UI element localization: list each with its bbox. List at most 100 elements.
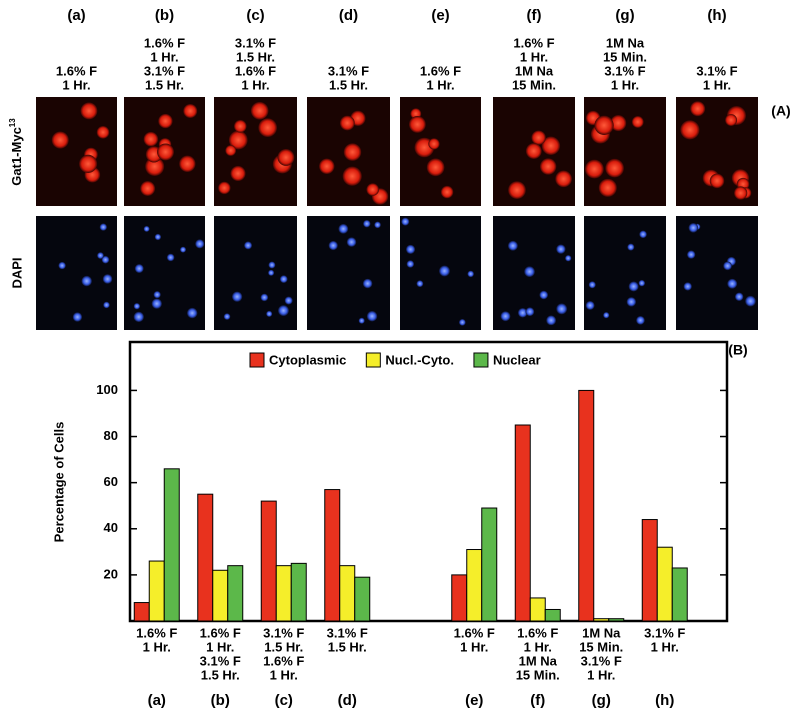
condition-label: 1 Hr. [426,77,454,92]
cell [406,260,415,268]
cell [97,252,104,259]
x-condition-label: 1.6% F [454,625,495,640]
x-condition-label: 1.6% F [136,625,177,640]
cell [546,315,557,326]
bar [212,569,229,622]
x-category-letter: (g) [592,692,611,709]
x-condition-label: 15 Min. [516,667,560,682]
condition-label: 1M Na [515,63,554,78]
cell [363,219,371,228]
legend-label: Nuclear [493,352,541,367]
cell [358,317,365,324]
cell [228,130,248,150]
y-axis-label: Percentage of Cells [51,422,66,543]
cell [158,113,173,129]
panel-label: (A) [771,103,790,119]
condition-label: 15 Min. [512,77,556,92]
cell [96,125,110,139]
cell [266,310,273,317]
cell [585,300,595,310]
bar [324,489,341,622]
x-category-letter: (b) [211,692,230,709]
micrograph [584,216,666,330]
cell [598,178,617,197]
condition-label: 1 Hr. [62,77,90,92]
y-tick-label: 100 [96,382,118,397]
x-category-letter: (a) [148,692,166,709]
bar [197,493,214,622]
cell [458,318,466,326]
cell [151,298,162,309]
column-letter: (h) [707,7,726,24]
cell [58,261,66,270]
cell [555,170,572,188]
cell [99,223,108,231]
cell [374,221,381,229]
micrograph [36,216,117,330]
row-name: Gat1-Myc [9,127,24,186]
bar [466,549,483,622]
bar [260,500,277,622]
cell [250,101,269,120]
x-condition-label: 15 Min. [579,639,623,654]
cell [539,290,549,300]
cell [277,305,289,317]
column-letter: (c) [246,7,264,24]
cell [260,293,269,302]
row-label: Gat1-Myc13 [8,118,24,186]
bar [514,424,531,622]
bar [529,597,546,622]
cell [80,102,98,120]
cell [183,103,198,119]
bar [671,567,688,622]
cell [346,237,357,247]
x-condition-label: 3.1% F [644,625,685,640]
x-condition-label: 1 Hr. [206,639,234,654]
cell [594,115,614,135]
cell [525,143,542,159]
cell [507,240,518,251]
condition-label: 1.6% F [56,63,97,78]
x-category-letter: (e) [465,692,483,709]
bar [481,507,498,622]
cell [556,244,566,254]
bar [163,468,180,622]
condition-label: 1M Na [606,35,645,50]
cell [230,165,246,182]
x-condition-label: 3.1% F [581,653,622,668]
cell [157,143,175,161]
cell [81,275,92,287]
cell [426,158,445,177]
condition-label: 1.5 Hr. [236,49,275,64]
x-category-letter: (f) [530,692,545,709]
cell [690,101,706,117]
cell [140,181,156,196]
x-condition-label: 3.1% F [200,653,241,668]
cell [279,275,288,283]
cell [277,148,295,166]
y-tick-label: 20 [104,566,118,581]
cell [133,311,144,323]
cell [440,185,454,199]
cell [401,217,410,226]
bar [608,618,625,622]
legend-label: Cytoplasmic [269,352,346,367]
condition-label: 3.1% F [696,63,737,78]
condition-label: 1 Hr. [241,77,269,92]
condition-label: 3.1% F [328,63,369,78]
cell [179,155,196,173]
plot-frame [128,340,729,623]
bar [593,618,610,622]
cell [51,131,69,149]
cell [627,243,635,251]
cell [366,310,378,322]
cell [631,116,644,128]
cell [525,307,535,317]
cell [166,253,175,262]
cell [638,279,646,287]
cell [319,158,335,175]
legend-swatch [365,352,381,368]
x-condition-label: 1M Na [519,653,558,668]
panel-label: (B) [728,342,747,358]
